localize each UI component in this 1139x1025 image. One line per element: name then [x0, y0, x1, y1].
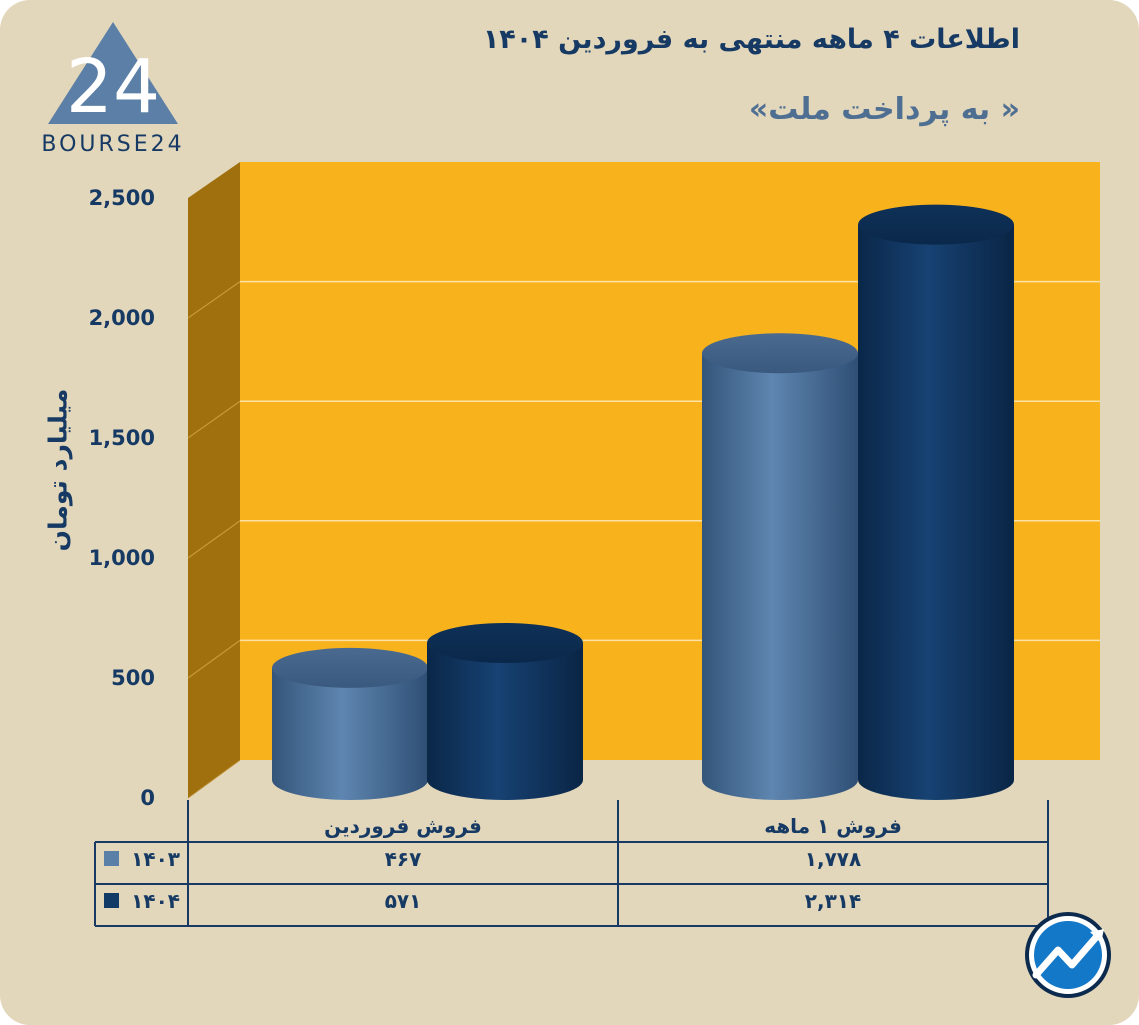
bar-body: [858, 224, 1014, 800]
bar-top: [702, 333, 858, 374]
data-label: ۲,۳۱۴: [805, 889, 861, 913]
gridline-side: [187, 400, 241, 439]
data-label: ۴۶۷: [385, 847, 422, 871]
logo-numeral: 24: [66, 44, 160, 130]
logo-text: BOURSE24: [41, 132, 184, 157]
bar-top: [858, 204, 1014, 245]
logo-triangle-icon: [48, 22, 178, 124]
gridline-side: [187, 281, 241, 319]
y-tick-label: 1,500: [89, 426, 155, 450]
data-table: فروش فروردین فروش ۱ ماهه ۱۴۰۳ ۴۶۷ ۱,۷۷۸ ۱۴۰۴ ۵…: [94, 800, 1049, 927]
bar-top: [272, 647, 428, 688]
category-label: فروش فروردین: [324, 814, 482, 838]
legend-label: ۱۴۰۳: [131, 847, 180, 871]
floor-edge: [187, 759, 241, 799]
plot-side-wall: [188, 162, 240, 798]
y-tick-label: 2,500: [89, 186, 155, 210]
y-tick-label: 1,000: [89, 546, 155, 570]
y-tick-label: 0: [140, 786, 155, 810]
bar-1404-1: [858, 204, 1014, 800]
category-label: فروش ۱ ماهه: [764, 814, 902, 838]
y-tick-label: 500: [111, 666, 155, 690]
chart-title: اطلاعات ۴ ماهه منتهی به فروردین ۱۴۰۴: [482, 24, 1020, 55]
bar-body: [702, 353, 858, 800]
chart-subtitle: « به پرداخت ملت»: [748, 92, 1020, 127]
bar-1404-0: [427, 622, 583, 800]
bar-1403-0: [272, 647, 428, 800]
legend-swatch-0: [104, 851, 119, 866]
gridline-side: [187, 520, 241, 559]
data-label: ۵۷۱: [385, 889, 422, 913]
data-label: ۱,۷۷۸: [805, 847, 861, 871]
bar-top: [427, 622, 583, 663]
bar-1403-1: [702, 333, 858, 800]
y-tick-label: 2,000: [89, 306, 155, 330]
bourse24-logo: 24 BOURSE24: [41, 22, 184, 157]
legend-label: ۱۴۰۴: [131, 889, 180, 913]
bar-body: [272, 667, 428, 800]
plot-area: 0 500 1,000 1,500 2,000 2,500: [89, 162, 1100, 810]
trend-arrow-badge-icon: [1025, 912, 1111, 998]
bar-body: [427, 642, 583, 800]
legend-swatch-1: [104, 893, 119, 908]
gridline-side: [187, 639, 241, 679]
